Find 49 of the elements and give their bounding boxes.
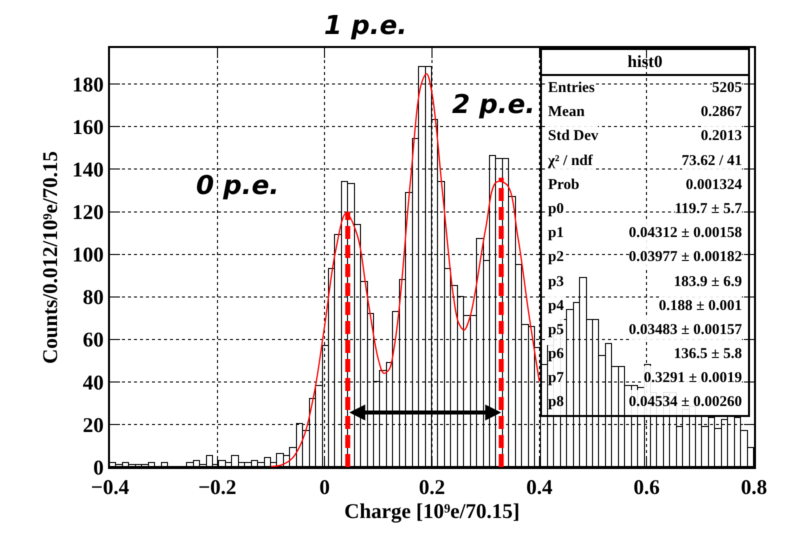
annotation: p3 (548, 270, 564, 294)
annotation: 5205 (712, 76, 742, 100)
annotation: p4 (548, 294, 564, 318)
y-axis-title: Counts/0.012/10⁹e/70.15 (38, 151, 62, 364)
x-tick-label: 0.6 (634, 475, 660, 500)
y-tick-label: 40 (82, 370, 104, 394)
annotation: 0.2867 (700, 100, 742, 124)
annotation: Mean (548, 100, 585, 124)
annotation: 1 p.e. (324, 11, 408, 41)
annotation: 0.04534 ± 0.00260 (628, 390, 742, 415)
annotation: p1 (548, 221, 564, 246)
annotation: 0 p.e. (196, 171, 280, 201)
annotation: p5 (548, 318, 564, 342)
y-tick-label: 100 (72, 242, 104, 267)
y-tick-label: 80 (82, 285, 104, 310)
annotation: p2 (548, 245, 564, 270)
annotation: 0.03977 ± 0.00182 (628, 245, 742, 270)
x-tick-label: 0.2 (418, 475, 446, 500)
y-tick-label: 120 (72, 200, 104, 224)
annotation: 183.9 ± 6.9 (674, 270, 742, 294)
text: hist0 (542, 50, 748, 76)
annotation: 0.2013 (700, 124, 742, 149)
annotation: p0 (548, 196, 564, 222)
x-tick-label: −0.2 (198, 475, 236, 500)
annotation: 136.5 ± 5.8 (674, 342, 742, 366)
annotation: Prob (548, 172, 580, 197)
y-tick-label: 140 (72, 158, 104, 182)
annotation: 2 p.e. (452, 90, 536, 120)
annotation: Std Dev (548, 124, 598, 149)
y-tick-label: 60 (82, 328, 104, 352)
x-tick-label: 0 (319, 475, 330, 500)
x-tick-label: 0.4 (526, 475, 553, 500)
annotation: χ² / ndf (548, 148, 593, 173)
annotation: 0.04312 ± 0.00158 (628, 221, 742, 246)
x-axis-title: Charge [10⁹e/70.15] (344, 499, 520, 524)
y-tick-label: 20 (82, 412, 104, 437)
annotation: 0.001324 (686, 172, 742, 197)
annotation: 0.3291 ± 0.0019 (644, 366, 742, 390)
annotation: 0.188 ± 0.001 (658, 294, 742, 318)
y-tick-label: 180 (72, 72, 104, 97)
annotation: 73.62 / 41 (682, 148, 742, 173)
annotation: 119.7 ± 5.7 (674, 196, 742, 222)
annotation: Entries (548, 76, 595, 100)
annotation: p7 (548, 366, 564, 390)
annotation: 0.03483 ± 0.00157 (628, 318, 742, 342)
y-tick-label: 160 (72, 115, 104, 140)
x-tick-label: 0.8 (740, 475, 768, 500)
annotation: p6 (548, 342, 564, 366)
annotation: p8 (548, 390, 564, 415)
